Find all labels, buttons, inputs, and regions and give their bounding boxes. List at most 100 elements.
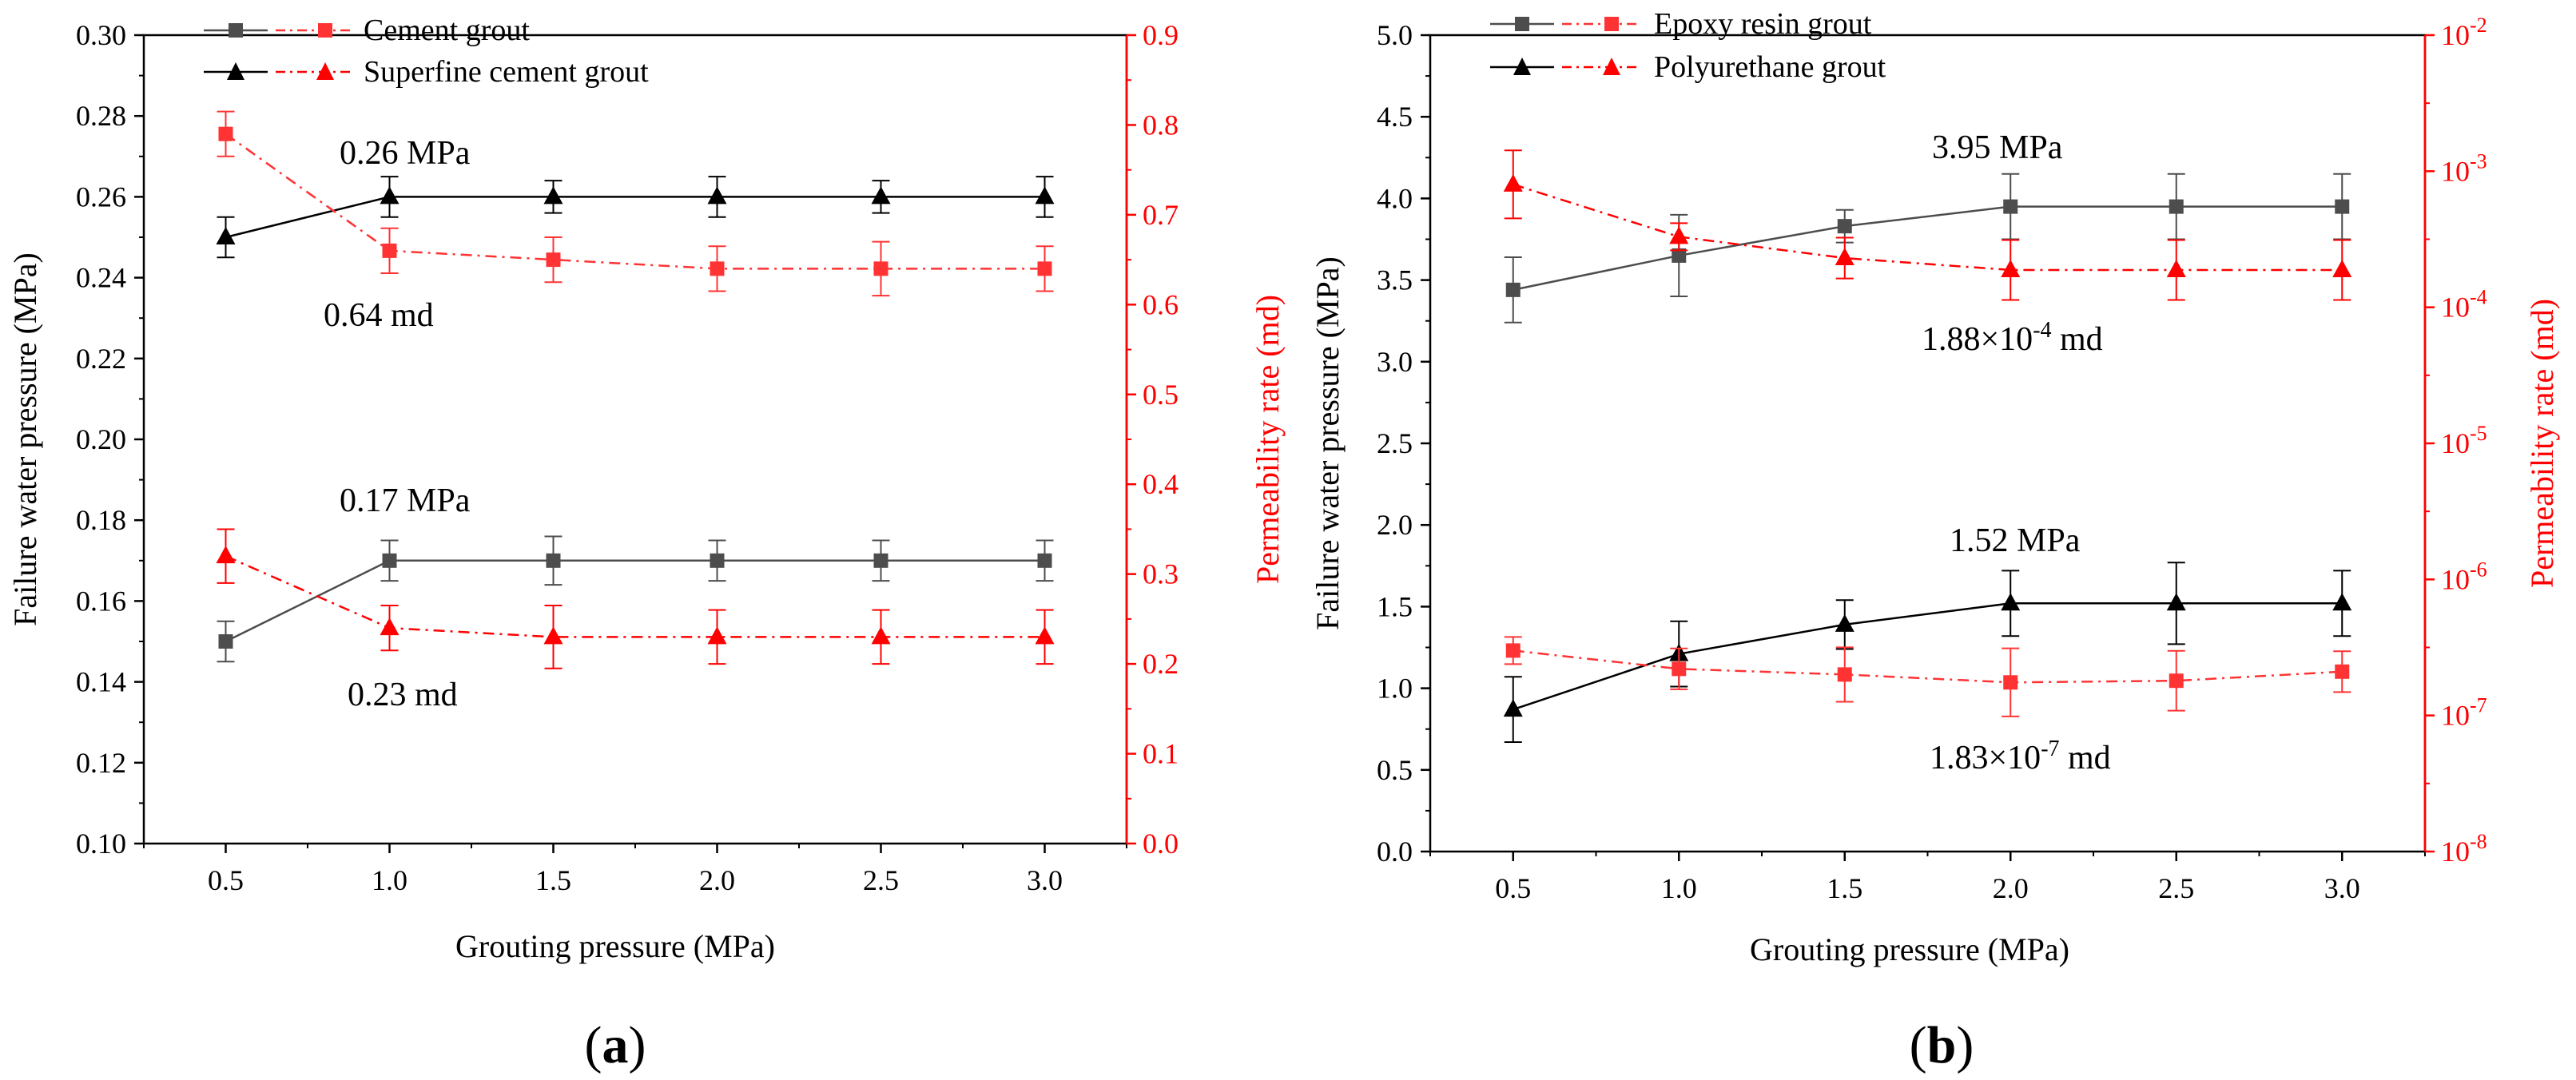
y-tick-label-b: 1.0	[1377, 673, 1413, 705]
annotation-b-4: 1.83×10-7 md	[1930, 737, 2111, 776]
x-tick-label-a: 3.0	[1027, 864, 1063, 896]
series-a-1-point	[216, 227, 236, 244]
y-tick-label-b: 2.0	[1377, 509, 1413, 541]
series-b-0-line	[1513, 205, 2343, 292]
legend-b-triangle-marker-dark	[1513, 58, 1531, 75]
y-tick-label-a: 0.30	[76, 19, 126, 51]
y-tick-label-a: 0.26	[76, 181, 126, 212]
annotation-a-3: 0.17 MPa	[340, 482, 471, 519]
y2-tick-label-a: 0.7	[1143, 199, 1179, 231]
x-tick-label-b: 1.5	[1827, 872, 1862, 904]
series-a-0-point	[1037, 553, 1052, 568]
y-tick-label-b: 5.0	[1377, 19, 1413, 51]
series-b-3-point	[1835, 248, 1854, 266]
y2-tick-label-a: 0.2	[1143, 648, 1179, 680]
series-b-1-point	[1835, 613, 1854, 632]
y-tick-label-a: 0.18	[76, 504, 126, 536]
y2-tick-label-b: 10-2	[2441, 14, 2487, 51]
panel-a-marks: 0.5 1.0 1.5 2.0 2.5 3.0 0.10 0.12 0.14 0.16 0.18 0.…	[76, 19, 1179, 896]
series-b-3-point	[2332, 259, 2352, 277]
y2-tick-label-a: 0.8	[1143, 109, 1179, 141]
annotation-a-2: 0.64 md	[324, 297, 434, 334]
legend-a-square-marker-red	[318, 23, 332, 38]
x-tick-label-a: 0.5	[208, 864, 244, 896]
series-a-2-point	[382, 243, 397, 258]
series-b-0-point	[2003, 199, 2018, 214]
y2-tick-label-a: 0.0	[1143, 828, 1179, 860]
plot-frame-a	[142, 34, 1128, 845]
series-b-0-point	[1837, 219, 1852, 234]
panel-b: 0.5 1.0 1.5 2.0 2.5 3.0 0.0 0.5 1.0 1.5 2.0 2.5 3.0 3…	[1310, 7, 2560, 1074]
y-tick-label-a: 0.20	[76, 423, 126, 455]
series-a-2-point	[1037, 261, 1052, 276]
y-tick-label-a: 0.22	[76, 343, 126, 375]
series-b-0-point	[1672, 248, 1687, 263]
legend-b-square-marker-dark	[1515, 17, 1529, 31]
series-a-3-point	[380, 617, 400, 636]
y-tick-label-b: 4.0	[1377, 182, 1413, 214]
series-b-1-point	[1503, 699, 1523, 717]
series-b-1-line	[1513, 602, 2343, 711]
legend-a-label-1: Cement grout	[364, 14, 530, 47]
legend-b-label-2: Polyurethane grout	[1654, 50, 1886, 84]
legend-b-triangle-marker-red	[1603, 58, 1620, 75]
y-tick-label-a: 0.14	[76, 666, 126, 698]
legend-b-label-1: Epoxy resin grout	[1654, 7, 1872, 41]
series-a-1-point	[1035, 186, 1055, 204]
annotation-b-1: 3.95 MPa	[1932, 129, 2063, 166]
x-tick-label-a: 2.5	[863, 864, 899, 896]
series-a-3-point	[1035, 626, 1055, 645]
y-tick-label-b: 3.5	[1377, 264, 1413, 296]
series-b-3-point	[1503, 173, 1523, 192]
y2-tick-label-a: 0.4	[1143, 468, 1179, 500]
y2-tick-label-b: 10-7	[2441, 694, 2487, 732]
annotation-b-2: 1.88×10-4 md	[1922, 318, 2103, 358]
y2-axis-label-b: Permeability rate (md)	[2524, 299, 2560, 588]
annotation-a-1: 0.26 MPa	[340, 135, 471, 172]
series-b-0-point	[2169, 199, 2184, 214]
x-tick-label-a: 2.0	[699, 864, 735, 896]
series-a-2-line	[225, 133, 1045, 270]
legend-a-label-2: Superfine cement grout	[364, 55, 649, 89]
x-tick-label-b: 2.5	[2158, 872, 2194, 904]
y2-axis-label-a: Permeability rate (md)	[1250, 295, 1286, 584]
series-a-1-point	[543, 186, 563, 204]
series-a-0-point	[873, 553, 888, 568]
series-b-3-line	[1513, 183, 2343, 272]
x-tick-label-a: 1.0	[372, 864, 407, 896]
y-tick-label-b: 4.5	[1377, 101, 1413, 133]
series-b-2-point	[2003, 675, 2018, 690]
x-axis-label-a: Grouting pressure (MPa)	[455, 928, 775, 964]
annotation-b-3: 1.52 MPa	[1950, 522, 2081, 559]
series-b-2-point	[1505, 643, 1521, 658]
y2-tick-label-b: 10-6	[2441, 558, 2487, 595]
y-tick-label-b: 3.0	[1377, 346, 1413, 378]
legend-a-square-marker-dark	[229, 23, 243, 38]
y-tick-label-a: 0.12	[76, 747, 126, 779]
series-b-0-point	[2335, 199, 2350, 214]
series-a-0-point	[710, 553, 725, 568]
y2-tick-label-a: 0.9	[1143, 19, 1179, 51]
series-b-2-line	[1513, 649, 2343, 684]
x-tick-label-b: 2.0	[1993, 872, 2029, 904]
series-b-1-point	[2332, 593, 2352, 611]
series-a-3-point	[216, 546, 236, 564]
series-b-2-point	[1837, 667, 1852, 682]
y-tick-label-b: 1.5	[1377, 590, 1413, 622]
y-axis-label-a: Failure water pressure (MPa)	[7, 252, 43, 626]
series-b-1-point	[2001, 593, 2021, 611]
x-tick-label-a: 1.5	[535, 864, 571, 896]
legend-a-triangle-marker-dark	[227, 62, 244, 80]
y-tick-label-a: 0.24	[76, 262, 126, 294]
series-a-2-point	[218, 126, 233, 141]
series-b-3-point	[2001, 259, 2021, 277]
plot-frame-b	[1429, 34, 2427, 853]
panel-label-a: (a)	[585, 1016, 646, 1074]
series-a-3-point	[707, 626, 727, 645]
y2-tick-label-b: 10-5	[2441, 422, 2487, 459]
series-a-2-point	[546, 252, 561, 268]
series-a-0-point	[382, 553, 397, 568]
y2-tick-label-a: 0.6	[1143, 288, 1179, 320]
series-b-2-point	[1672, 661, 1687, 677]
